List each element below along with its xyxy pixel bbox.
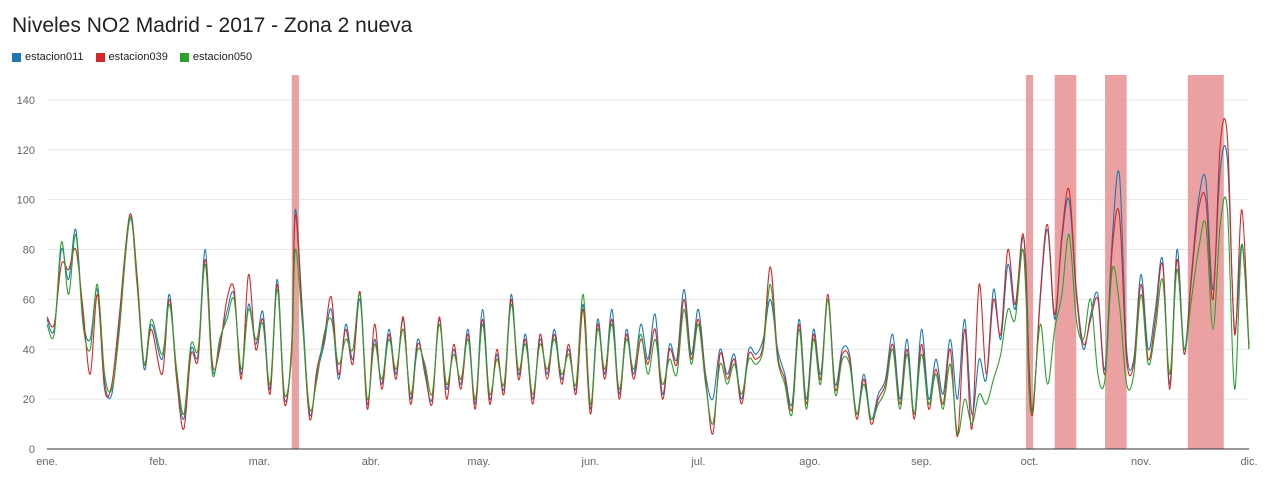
y-tick-label-20: 20 [23,394,35,406]
y-tick-label-40: 40 [23,344,35,356]
highlight-band-1 [291,75,299,449]
x-tick-label-abr: abr. [362,456,380,468]
y-tick-label-120: 120 [17,145,35,157]
x-tick-label-ago: ago. [799,456,820,468]
x-tick-label-feb: feb. [149,456,167,468]
x-tick-label-dic: dic. [1240,456,1257,468]
y-tick-label-0: 0 [29,444,35,456]
legend-swatch-estacion050 [179,52,189,62]
chart-title: Niveles NO2 Madrid - 2017 - Zona 2 nueva [12,14,413,37]
legend-label-estacion011: estacion011 [25,51,84,63]
legend-label-estacion050: estacion050 [192,51,253,63]
legend-item-estacion011[interactable]: estacion011 [12,51,84,63]
x-tick-label-jun: jun. [581,456,600,468]
y-tick-label-100: 100 [17,195,35,207]
x-tick-label-sep: sep. [911,456,932,468]
x-tick-label-mar: mar. [249,456,270,468]
chart-legend: estacion011 estacion039 estacion050 [12,51,252,63]
x-tick-label-may: may. [467,456,490,468]
legend-label-estacion039: estacion039 [108,51,168,63]
x-tick-label-ene: ene. [36,456,57,468]
y-tick-label-140: 140 [17,95,35,107]
highlight-band-4 [1105,75,1127,449]
x-tick-label-oct: oct. [1021,456,1039,468]
legend-swatch-estacion011 [12,52,21,62]
x-tick-label-nov: nov. [1131,456,1151,468]
y-tick-label-60: 60 [23,294,35,306]
legend-item-estacion050[interactable]: estacion050 [179,51,253,63]
highlight-band-2 [1025,75,1034,449]
series-line-estacion050 [46,196,1250,435]
x-tick-label-jul: jul. [690,456,705,468]
y-tick-label-80: 80 [23,245,35,257]
legend-swatch-estacion039 [95,52,105,62]
legend-item-estacion039[interactable]: estacion039 [95,51,168,63]
